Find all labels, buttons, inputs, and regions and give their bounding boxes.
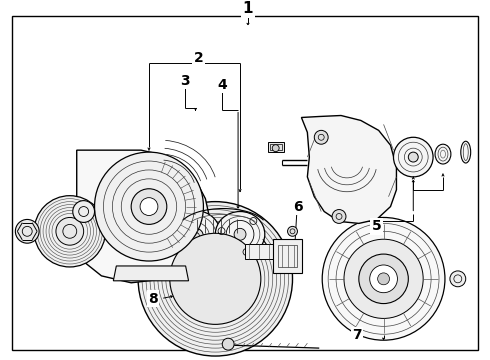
Bar [270, 144, 282, 150]
Circle shape [359, 254, 408, 303]
Circle shape [288, 226, 297, 236]
Circle shape [393, 137, 433, 177]
Text: 8: 8 [148, 292, 158, 306]
Text: 1: 1 [243, 1, 253, 16]
Text: 2: 2 [194, 51, 203, 65]
Polygon shape [77, 150, 210, 283]
Circle shape [138, 202, 293, 356]
Text: 6: 6 [293, 199, 302, 213]
Bar [278, 245, 297, 267]
Circle shape [266, 245, 274, 253]
Polygon shape [301, 116, 396, 224]
Circle shape [34, 196, 105, 267]
Circle shape [140, 198, 158, 216]
Circle shape [131, 189, 167, 224]
Circle shape [95, 152, 203, 261]
Ellipse shape [215, 212, 265, 257]
Circle shape [344, 239, 423, 319]
Text: 4: 4 [218, 78, 227, 92]
Text: 5: 5 [372, 219, 382, 233]
Circle shape [222, 338, 234, 350]
Bar [273, 239, 302, 273]
Circle shape [15, 220, 39, 243]
Ellipse shape [435, 144, 451, 164]
Polygon shape [113, 266, 189, 281]
Circle shape [314, 130, 328, 144]
Bar [245, 244, 273, 259]
Bar [268, 142, 284, 152]
Circle shape [332, 210, 346, 224]
Circle shape [73, 201, 95, 222]
Text: 7: 7 [352, 328, 362, 342]
Circle shape [378, 273, 390, 285]
Circle shape [272, 145, 279, 152]
Circle shape [370, 265, 397, 293]
Text: 3: 3 [180, 74, 190, 88]
Circle shape [234, 228, 246, 240]
Ellipse shape [461, 141, 471, 163]
Circle shape [170, 211, 221, 262]
Circle shape [322, 217, 445, 340]
Circle shape [450, 271, 465, 287]
Circle shape [408, 152, 418, 162]
Circle shape [170, 233, 261, 324]
Circle shape [188, 228, 203, 244]
Circle shape [56, 217, 84, 245]
